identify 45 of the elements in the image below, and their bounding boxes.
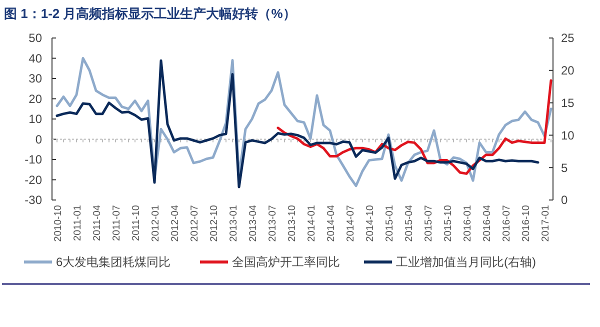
- legend-label: 工业增加值当月同比(右轴): [396, 255, 536, 270]
- x-tick-label: 2010-10: [53, 204, 64, 242]
- x-tick-label: 2017-01: [540, 204, 552, 242]
- y2-tick-label: 20: [561, 64, 575, 78]
- y2-tick-label: 10: [561, 128, 575, 142]
- x-tick-label: 2013-07: [268, 204, 278, 242]
- y2-tick-label: 0: [561, 193, 568, 208]
- y-tick-label: 0: [35, 132, 42, 146]
- x-tick-label: 2011-04: [92, 204, 103, 241]
- chart-title: 图 1：1-2 月高频指标显示工业生产大幅好转（%）: [4, 6, 296, 21]
- y-tick-label: 10: [28, 112, 42, 126]
- x-tick-label: 2014-01: [306, 204, 318, 242]
- x-tick-label: 2016-07: [502, 204, 512, 242]
- legend-label: 6大发电集团耗煤同比: [56, 255, 171, 270]
- x-tick-label: 2011-10: [131, 204, 142, 241]
- x-tick-label: 2015-01: [384, 204, 396, 242]
- y-tick-label: -20: [24, 172, 42, 187]
- x-tick-label: 2014-07: [346, 204, 356, 242]
- y-tick-label: 30: [28, 72, 42, 86]
- y2-tick-label: 25: [561, 31, 575, 46]
- x-tick-label: 2011-07: [112, 204, 122, 241]
- x-tick-label: 2016-01: [462, 204, 474, 242]
- y-tick-label: 40: [28, 51, 42, 66]
- y-tick-label: 50: [28, 31, 42, 46]
- x-tick-label: 2016-10: [521, 204, 532, 242]
- x-tick-label: 2013-01: [228, 204, 240, 242]
- legend-label: 全国高炉开工率同比: [232, 255, 340, 270]
- y-tick-label: -10: [24, 152, 42, 167]
- y-tick-label: 20: [28, 92, 42, 106]
- y-tick-label: -30: [24, 193, 42, 208]
- x-tick-label: 2012-10: [209, 204, 220, 242]
- x-tick-label: 2015-04: [404, 204, 415, 242]
- x-tick-label: 2013-04: [248, 204, 259, 242]
- x-tick-label: 2012-07: [190, 204, 200, 242]
- x-tick-label: 2014-04: [326, 204, 337, 242]
- x-tick-label: 2015-07: [424, 204, 434, 242]
- x-tick-label: 2011-01: [72, 204, 84, 241]
- x-tick-label: 2014-10: [365, 204, 376, 242]
- x-tick-label: 2013-10: [287, 204, 298, 242]
- x-tick-label: 2015-10: [443, 204, 454, 242]
- x-tick-label: 2012-01: [150, 204, 162, 242]
- x-tick-label: 2012-04: [170, 204, 181, 242]
- y2-tick-label: 5: [561, 160, 568, 175]
- x-tick-label: 2016-04: [482, 204, 493, 242]
- y2-tick-label: 15: [561, 96, 575, 110]
